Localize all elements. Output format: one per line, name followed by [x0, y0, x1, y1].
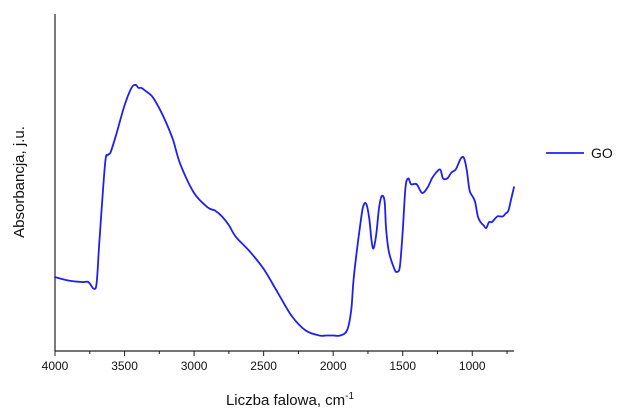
x-tick-label-2500: 2500 [250, 359, 277, 373]
x-axis-ticks: 4000 3500 3000 2500 2000 1500 1000 [42, 351, 508, 373]
x-axis-label: Liczba falowa, cm-1 [226, 391, 355, 409]
axes [54, 14, 514, 352]
x-axis-label-superscript: -1 [345, 391, 354, 402]
x-tick-label-2000: 2000 [320, 359, 347, 373]
series-layer [54, 84, 515, 337]
x-tick-label-1000: 1000 [459, 359, 486, 373]
x-tick-label-3500: 3500 [111, 359, 138, 373]
legend-label-go: GO [591, 145, 613, 161]
legend: GO [546, 145, 613, 161]
y-axis-label: Absorbancja, j.u. [11, 126, 28, 238]
x-tick-label-3000: 3000 [181, 359, 208, 373]
x-tick-label-4000: 4000 [42, 359, 69, 373]
x-tick-label-1500: 1500 [389, 359, 416, 373]
x-axis-label-text: Liczba falowa, cm [226, 392, 345, 409]
series-line-go [54, 84, 515, 337]
